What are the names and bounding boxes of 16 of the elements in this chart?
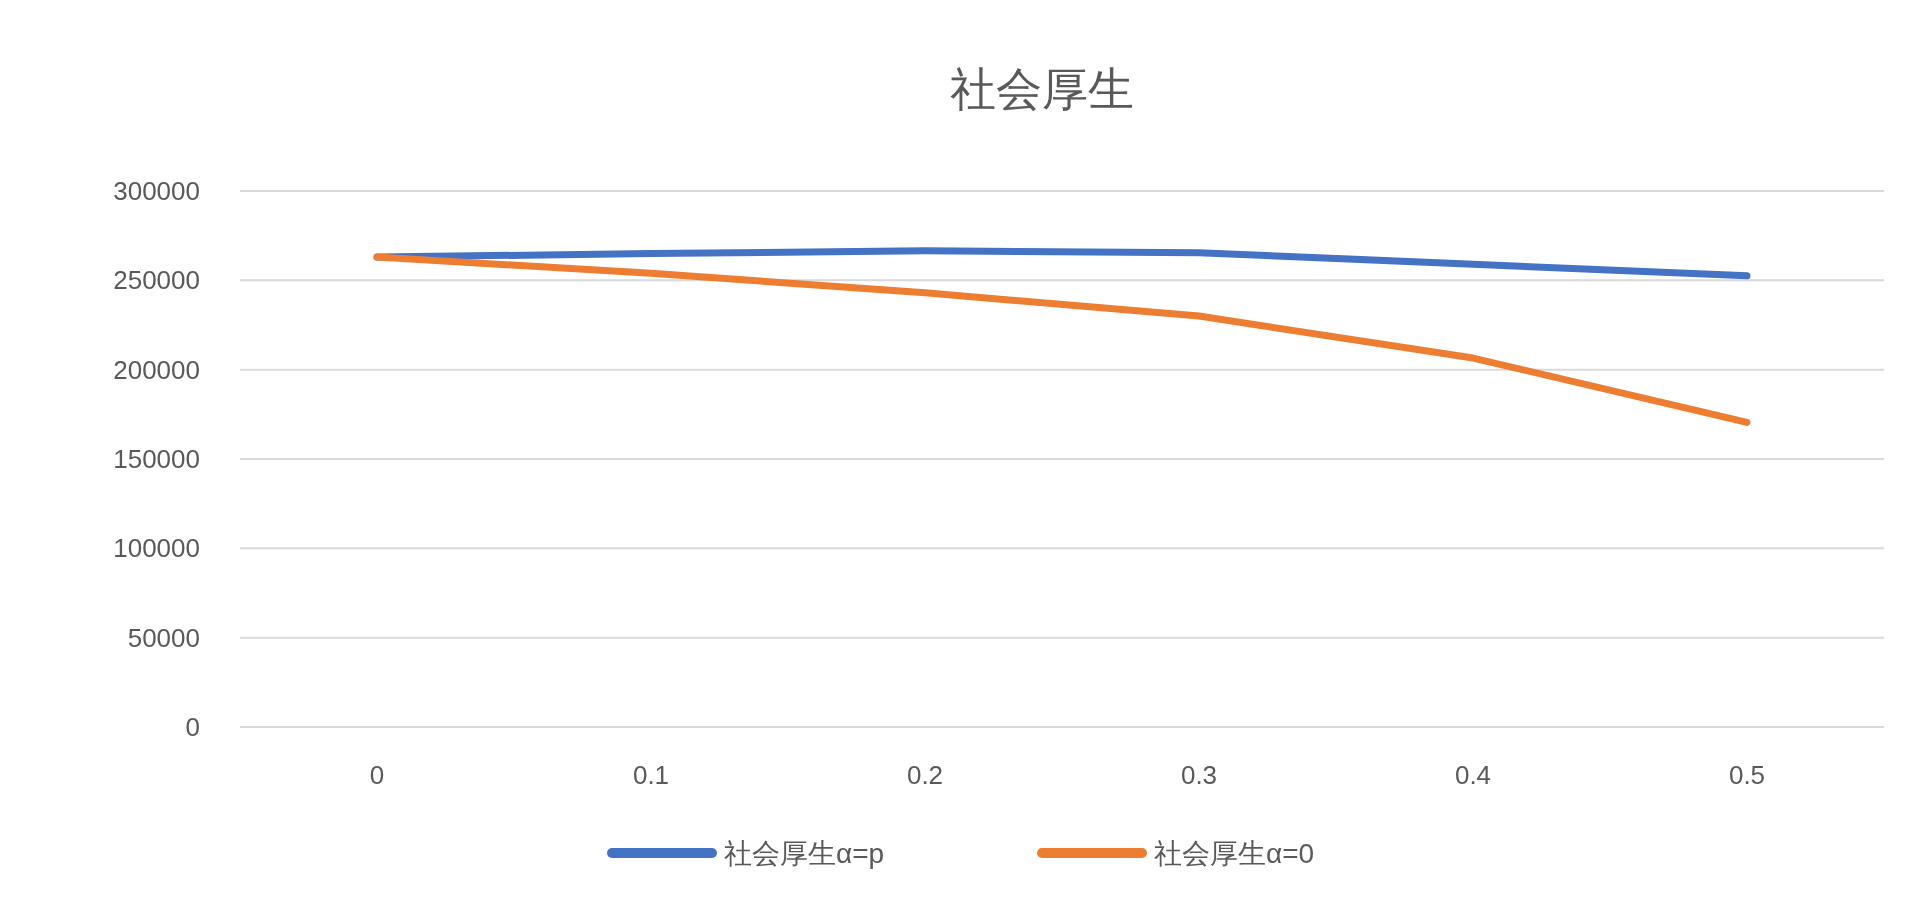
chart-title: 社会厚生: [950, 63, 1134, 115]
y-tick-label: 250000: [113, 265, 200, 296]
y-tick-label: 150000: [113, 444, 200, 474]
y-tick-label: 0: [185, 712, 200, 742]
legend-label: 社会厚生α=p: [724, 838, 885, 869]
x-tick-label: 0: [369, 760, 385, 790]
y-tick-label: 50000: [127, 622, 200, 653]
y-tick-label: 200000: [113, 354, 200, 385]
x-tick-label: 0.5: [1728, 760, 1766, 790]
x-tick-label: 0.1: [632, 760, 670, 790]
x-tick-label: 0.3: [1180, 760, 1218, 790]
x-tick-label: 0.2: [906, 760, 944, 790]
legend-label: 社会厚生α=0: [1154, 838, 1315, 869]
x-tick-label: 0.4: [1454, 760, 1492, 790]
y-tick-label: 300000: [113, 176, 200, 206]
y-tick-label: 100000: [113, 533, 200, 564]
